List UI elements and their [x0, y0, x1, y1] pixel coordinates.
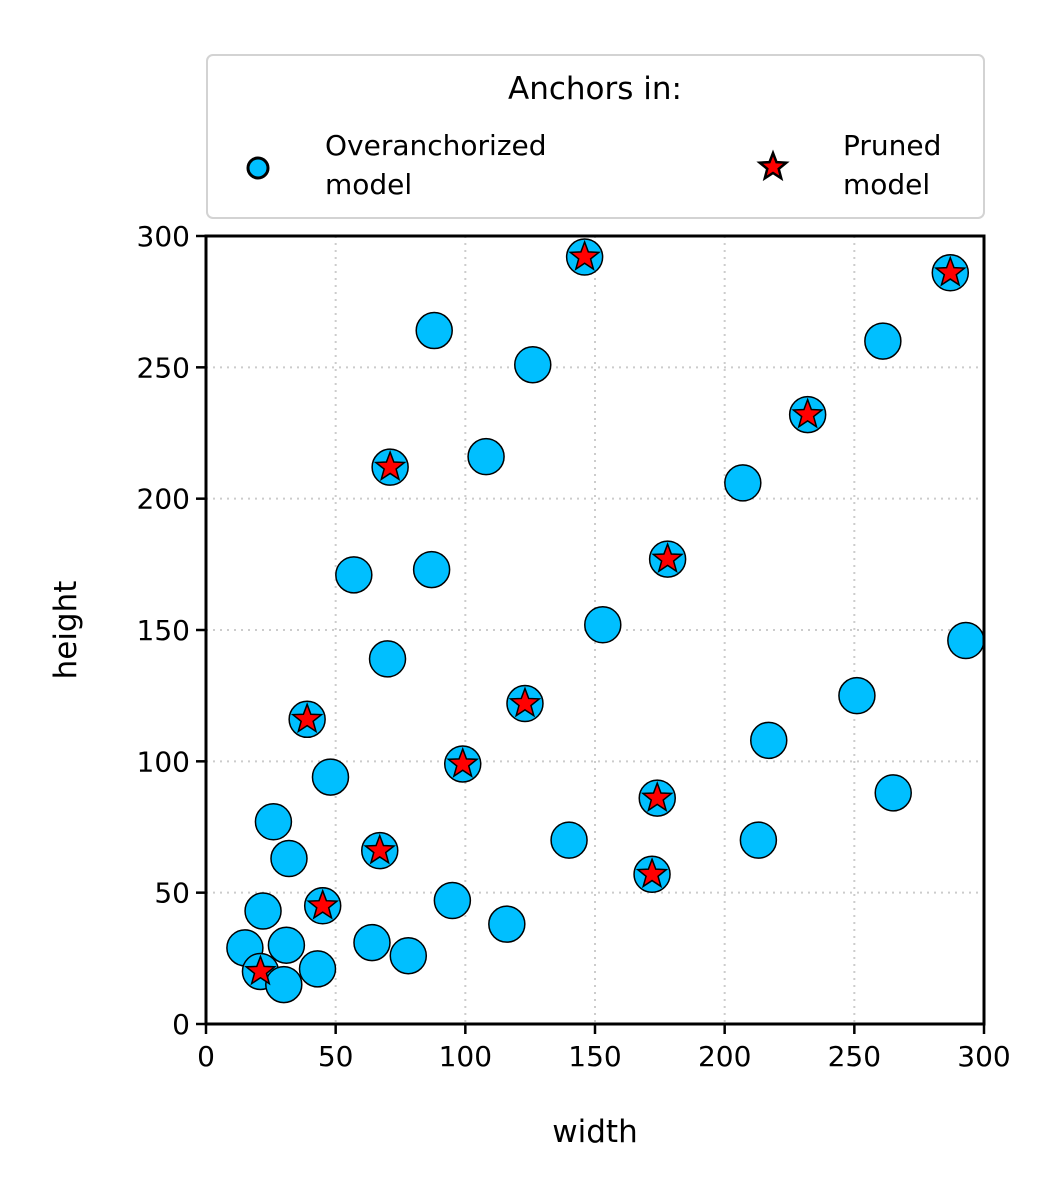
pruned-point: [640, 780, 674, 812]
x-tick-label: 0: [197, 1040, 215, 1073]
x-tick-label: 100: [439, 1040, 492, 1073]
overanchorized-point: [947, 621, 985, 660]
overanchorized-point: [488, 905, 526, 943]
overanchorized-point: [750, 721, 788, 760]
overanchorized-point: [739, 821, 778, 859]
overanchorized-point: [864, 322, 902, 360]
legend-label-pruned-line2: model: [843, 168, 930, 201]
y-axis-label: height: [48, 581, 84, 680]
y-tick-label: 50: [154, 877, 190, 910]
legend: Anchors in: Overanchorized model Pruned …: [206, 54, 985, 219]
pruned-point: [508, 686, 542, 718]
y-tick-label: 100: [137, 745, 190, 778]
pruned-point: [306, 888, 340, 920]
pruned-point: [568, 239, 601, 271]
overanchorized-point: [311, 758, 350, 796]
overanchorized-point: [298, 950, 337, 988]
x-tick-label: 50: [318, 1040, 354, 1073]
overanchorized-point: [389, 936, 428, 975]
legend-marker-star: [756, 149, 790, 182]
x-tick-label: 300: [957, 1040, 1010, 1073]
x-tick-label: 250: [828, 1040, 881, 1073]
pruned-point: [446, 746, 480, 778]
legend-title: Anchors in:: [508, 71, 682, 107]
overanchorized-point: [514, 345, 552, 384]
legend-label-overanchorized: Overanchorized: [325, 129, 547, 162]
overanchorized-point: [270, 839, 308, 878]
overanchorized-point: [244, 892, 282, 930]
pruned-point: [791, 397, 824, 429]
overanchorized-point: [265, 965, 303, 1004]
legend-label-overanchorized-line2: model: [325, 168, 412, 201]
legend-marker-circle: [246, 156, 270, 180]
overanchorized-point: [874, 774, 912, 812]
overanchorized-point: [584, 605, 622, 644]
pruned-point: [244, 954, 277, 986]
x-tick-label: 150: [568, 1040, 621, 1073]
legend-box: [206, 54, 985, 219]
overanchorized-point: [335, 556, 373, 594]
y-tick-label: 150: [137, 614, 190, 647]
overanchorized-point: [724, 464, 762, 502]
x-tick-label: 200: [698, 1040, 751, 1073]
y-tick-label: 200: [137, 483, 190, 516]
pruned-points: [244, 239, 967, 986]
x-axis-label: width: [552, 1114, 637, 1150]
axis-ticks: 0 50 100 150 200 250 300 0 50 100 150 200 250 300: [137, 220, 1011, 1073]
overanchorized-point: [353, 923, 391, 962]
overanchorized-point: [838, 676, 876, 715]
y-tick-label: 300: [137, 220, 190, 253]
overanchorized-point: [412, 550, 451, 589]
overanchorized-point: [415, 311, 453, 350]
pruned-point: [651, 541, 684, 573]
pruned-point: [363, 833, 397, 865]
overanchorized-point: [433, 881, 472, 920]
overanchorized-point: [467, 437, 505, 476]
overanchorized-point: [267, 926, 306, 964]
y-tick-label: 0: [172, 1008, 190, 1041]
pruned-point: [933, 255, 967, 287]
pruned-point: [635, 857, 669, 889]
pruned-point: [290, 702, 324, 734]
pruned-point: [373, 450, 407, 482]
y-tick-label: 250: [137, 351, 190, 384]
overanchorized-point: [368, 640, 407, 678]
overanchorized-point: [550, 821, 588, 859]
legend-label-pruned: Pruned: [843, 129, 941, 162]
overanchorized-point: [254, 802, 293, 841]
overanchorized-points: [226, 238, 985, 1004]
